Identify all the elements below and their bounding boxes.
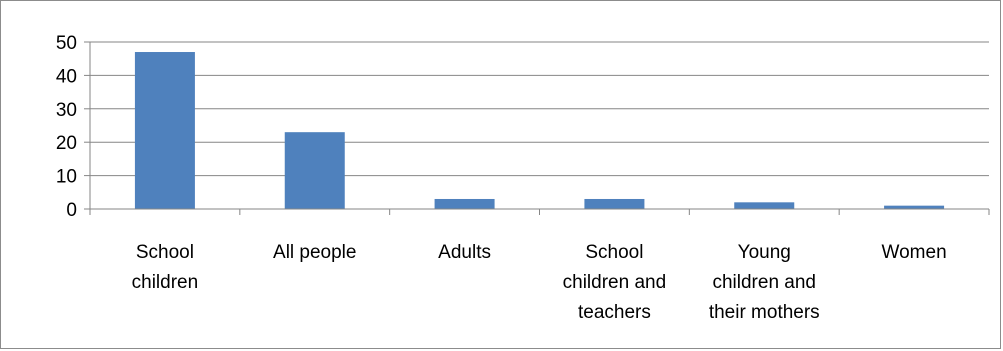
category-label: School children bbox=[132, 242, 199, 293]
category-label-line: their mothers bbox=[709, 302, 820, 323]
category-label-line: children and bbox=[712, 272, 816, 293]
category-label-line: Women bbox=[882, 242, 947, 263]
y-tick-label: 0 bbox=[66, 200, 77, 221]
y-tick-label: 30 bbox=[56, 100, 77, 121]
y-tick-label: 40 bbox=[56, 66, 77, 87]
bar-5 bbox=[884, 205, 945, 209]
bar-2 bbox=[434, 198, 495, 209]
category-label-line: All people bbox=[273, 242, 356, 263]
category-label-line: School bbox=[585, 242, 643, 263]
gridlines bbox=[84, 41, 989, 210]
category-label-line: Young bbox=[738, 242, 791, 263]
y-tick-label: 10 bbox=[56, 167, 77, 188]
bars bbox=[134, 52, 945, 209]
bar-1 bbox=[284, 132, 345, 209]
category-label-line: children and bbox=[563, 272, 667, 293]
y-tick-labels: 0 10 20 30 40 50 bbox=[56, 33, 77, 221]
category-label: Adults bbox=[438, 242, 491, 263]
category-label: All people bbox=[273, 242, 356, 263]
bar-4 bbox=[734, 202, 795, 209]
category-label-line: Adults bbox=[438, 242, 491, 263]
bar-3 bbox=[584, 198, 645, 209]
category-label: Young children and their mothers bbox=[709, 242, 820, 323]
category-label-line: School bbox=[136, 242, 194, 263]
category-label: Women bbox=[882, 242, 947, 263]
bar-0 bbox=[134, 52, 195, 209]
y-tick-label: 50 bbox=[56, 33, 77, 54]
axes bbox=[89, 42, 990, 215]
category-label-line: teachers bbox=[578, 302, 651, 323]
category-labels: School children All people Adults School chil… bbox=[132, 242, 947, 323]
category-label-line: children bbox=[132, 272, 199, 293]
y-tick-label: 20 bbox=[56, 133, 77, 154]
category-label: School children and teachers bbox=[563, 242, 667, 323]
